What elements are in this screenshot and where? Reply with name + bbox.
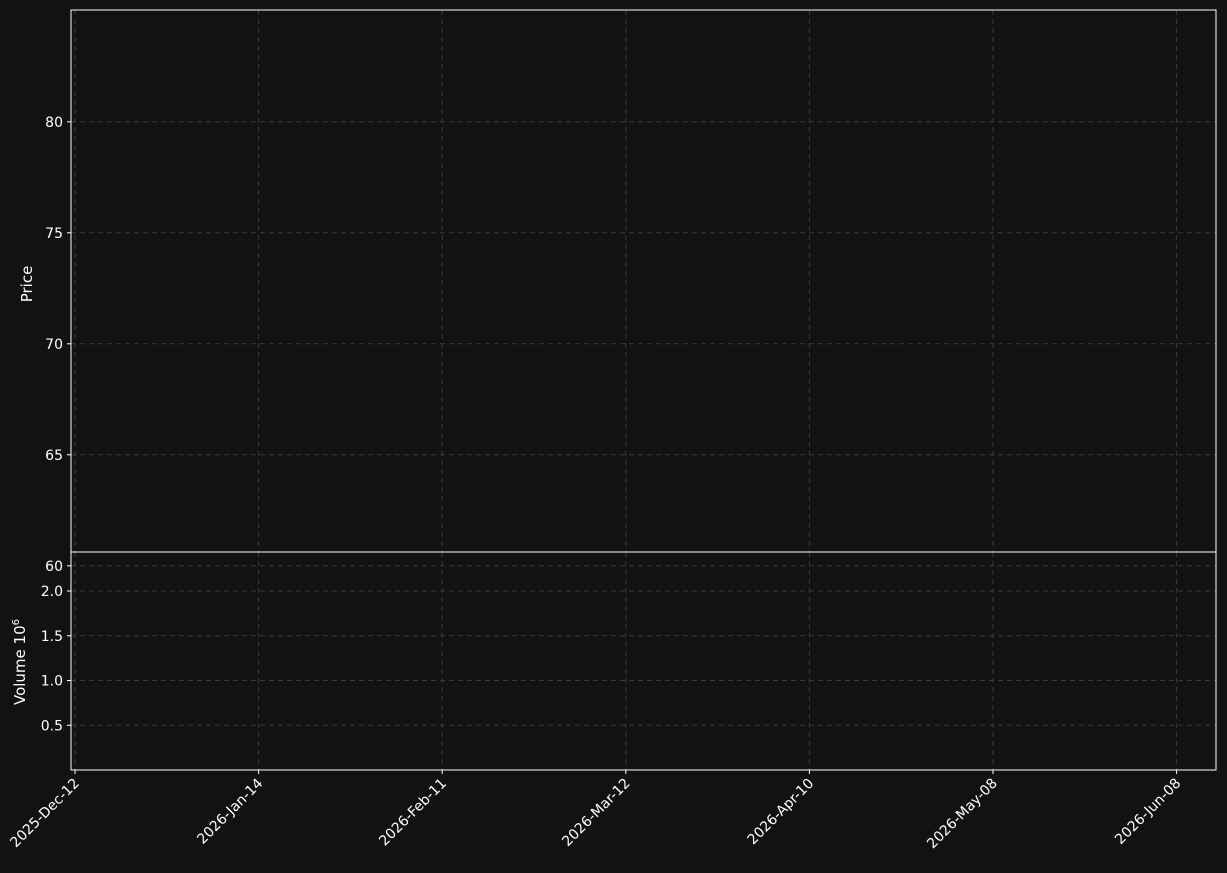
volume-axis: 0.5 1.0 1.5 2.0 <box>41 584 71 734</box>
x-tick-label: 2026-Apr-10 <box>745 776 818 849</box>
x-tick-label: 2026-Jun-08 <box>1112 776 1184 848</box>
x-axis: 2025-Dec-12 2026-Jan-14 2026-Feb-11 2026-Ma… <box>7 770 1184 852</box>
volume-axis-title-text: Volume 10 <box>11 625 29 705</box>
x-tick-label: 2026-May-08 <box>924 776 1001 853</box>
price-axis: 60 65 70 75 80 <box>45 115 71 575</box>
x-tick-label: 2025-Dec-12 <box>7 776 82 851</box>
x-tick-label: 2026-Mar-12 <box>559 776 633 850</box>
volume-axis-exponent: 6 <box>11 619 22 625</box>
price-tick-label: 70 <box>45 337 63 353</box>
volume-tick-label: 1.0 <box>41 674 63 690</box>
price-panel-frame <box>70 9 1217 553</box>
price-tick-label: 75 <box>45 226 63 242</box>
volume-tick-label: 1.5 <box>41 629 63 645</box>
volume-tick-label: 2.0 <box>41 584 63 600</box>
price-grid <box>71 10 1216 567</box>
volume-tick-label: 0.5 <box>41 718 63 734</box>
volume-panel-frame <box>70 551 1217 771</box>
volume-axis-title: Volume 106 <box>11 619 29 705</box>
price-tick-label: 65 <box>45 448 63 464</box>
x-tick-label: 2026-Feb-11 <box>376 776 450 850</box>
price-tick-label: 60 <box>45 559 63 575</box>
x-tick-label: 2026-Jan-14 <box>194 775 266 847</box>
price-tick-label: 80 <box>45 115 63 131</box>
price-axis-title: Price <box>18 266 36 303</box>
volume-grid <box>71 552 1216 770</box>
